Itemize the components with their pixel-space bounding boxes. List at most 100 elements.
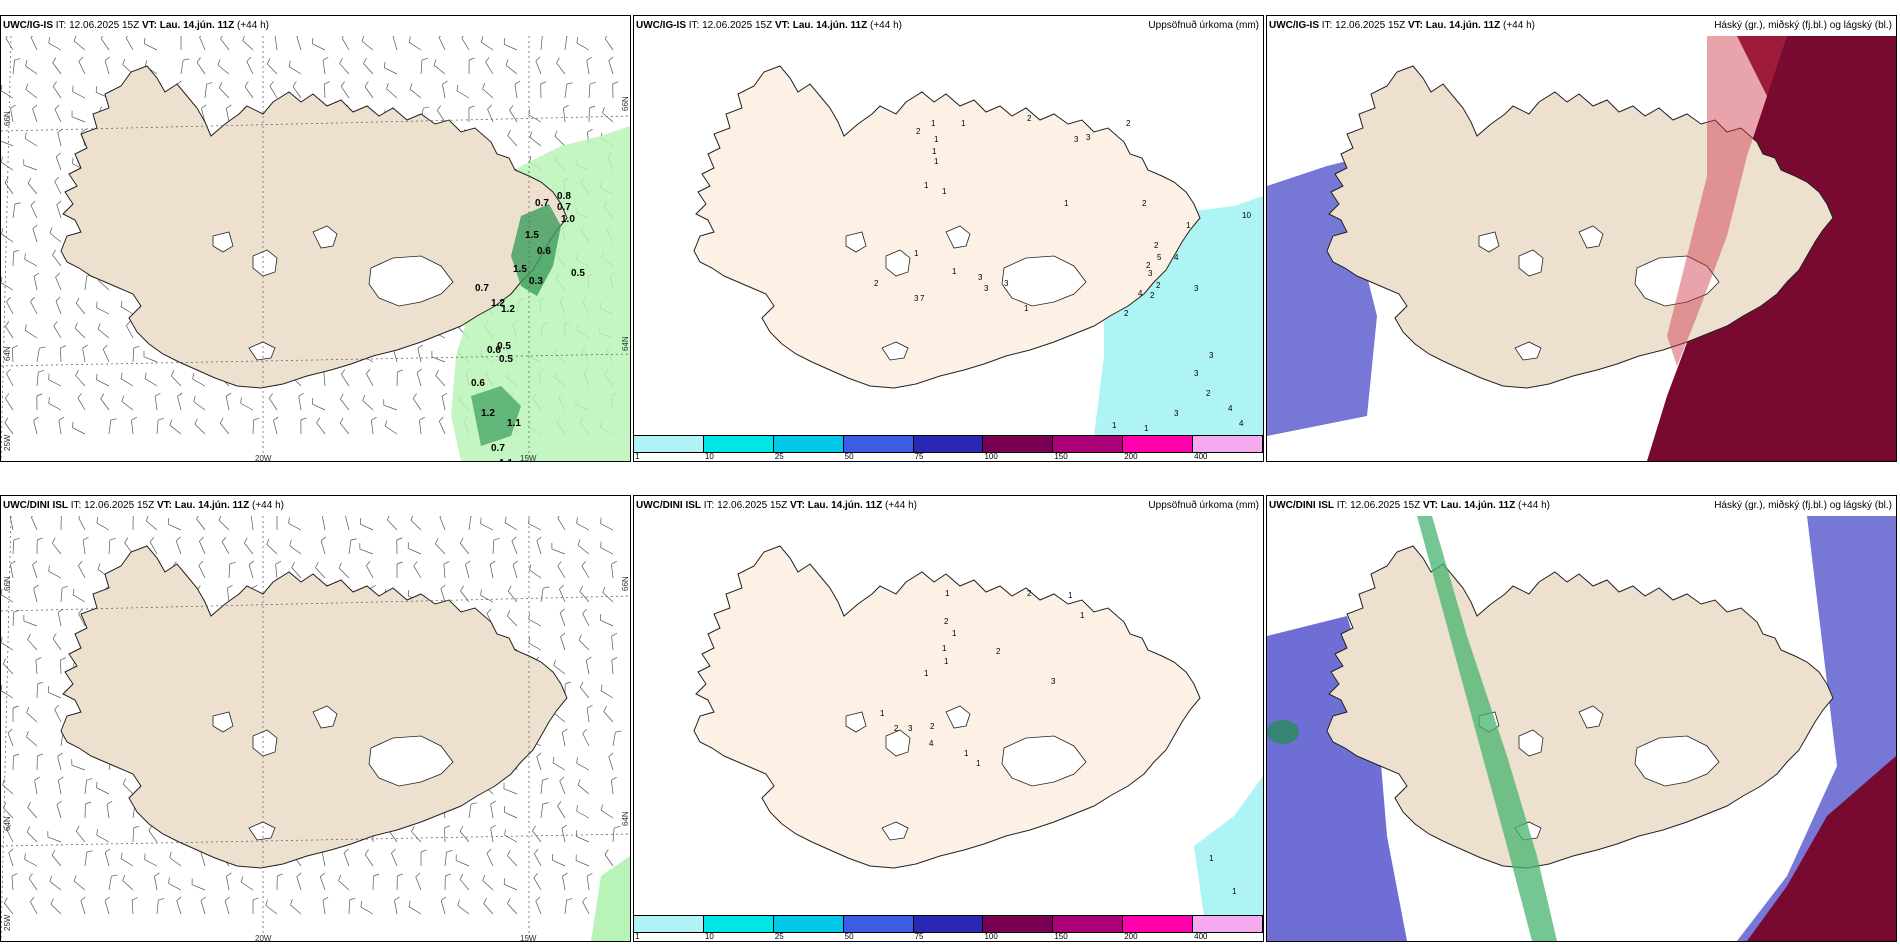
low-cloud-area	[1267, 616, 1407, 941]
colorbar-tick-label: 150	[1054, 932, 1068, 941]
it-label: IT:	[1336, 500, 1348, 511]
glacier	[1518, 729, 1544, 757]
precip-value-label: 2	[1124, 309, 1129, 318]
glacier	[1578, 705, 1604, 729]
colorbar-tick-label: 25	[774, 452, 784, 461]
precip-value-label: 3	[1051, 677, 1056, 686]
panel-header: UWC/DINI ISL IT: 12.06.2025 15Z VT: Lau.…	[1267, 496, 1896, 516]
glacier	[945, 705, 971, 729]
precip-value-label: 2	[1156, 281, 1161, 290]
precip-value-label: 1	[931, 119, 936, 128]
iceland-land	[1326, 545, 1834, 869]
precip-value-label-group: 0.70.80.71.01.50.61.50.30.50.71.21.20.60…	[471, 191, 585, 461]
precip-value-label: 0.7	[535, 198, 549, 209]
colorbar-swatch	[913, 916, 984, 932]
precip-value-label: 4	[929, 739, 934, 748]
precip-value-label: 1	[942, 644, 947, 653]
it-label: IT:	[703, 500, 715, 511]
cloud-map[interactable]	[1267, 516, 1896, 941]
precip-value-label: 1	[952, 629, 957, 638]
precip-value-label: 1	[1024, 304, 1029, 313]
wind-map[interactable]	[1, 516, 630, 941]
colorbar-tick-label: 100	[984, 452, 998, 461]
lon-label-20w: 20W	[255, 934, 272, 942]
vt-value: Lau. 14.jún. 11Z	[792, 20, 868, 31]
vt-label: VT:	[774, 20, 790, 31]
colorbar-swatch	[1193, 916, 1263, 932]
precip-value-label: 1	[945, 589, 950, 598]
precip-value-label: 0.5	[571, 268, 585, 279]
vt-label: VT:	[1422, 500, 1438, 511]
wind-map[interactable]: 0.7 0.8 0.7 1.0 1.5 0.6 1.5 0.3 0.5 0.7 1.2 1.2 0.6 0…	[1, 36, 630, 461]
mid-cloud-area	[1667, 36, 1787, 366]
colorbar-swatch	[634, 436, 704, 452]
heavy-precip-area	[511, 204, 561, 296]
precip-value-label: 0.5	[499, 354, 513, 365]
precip-value-label: 4	[1174, 253, 1179, 262]
precip-value-label: 2	[1150, 291, 1155, 300]
colorbar-swatch	[983, 916, 1054, 932]
lead-time: (+44 h)	[870, 20, 902, 31]
precip-value-label: 1	[880, 709, 885, 718]
precip-value-label: 2	[894, 724, 899, 733]
precip-value-label: 0.6	[471, 378, 485, 389]
colorbar-tick-label: 200	[1124, 452, 1138, 461]
precip-value-label: 1	[924, 181, 929, 190]
precip-value-label: 0.5	[497, 341, 511, 352]
it-value: 12.06.2025 15Z	[1350, 500, 1421, 511]
precip-value-label: 10	[1242, 211, 1251, 220]
graticule	[1, 516, 630, 941]
iceland-land	[693, 545, 1201, 869]
it-value: 12.06.2025 15Z	[702, 20, 773, 31]
precip-value-label: 0.6	[537, 246, 551, 257]
precip-value-label: 2	[944, 617, 949, 626]
cloud-spot	[1267, 720, 1299, 744]
precip-value-label: 2	[1206, 389, 1211, 398]
colorbar-tick-label: 400	[1194, 932, 1208, 941]
lead-time: (+44 h)	[252, 500, 284, 511]
precip-value-label: 2	[1027, 589, 1032, 598]
glacier	[368, 255, 454, 307]
precip-value-label: 3	[1174, 409, 1179, 418]
lat-label-66n-left: 66N	[3, 576, 12, 591]
precip-value-label: 4	[1228, 404, 1233, 413]
precip-value-label: 0.7	[491, 443, 505, 454]
precip-value-label: 2	[1126, 119, 1131, 128]
panel-title: Háský (gr.), miðský (fj.bl.) og lágský (…	[1714, 500, 1892, 511]
cloud-map[interactable]	[1267, 36, 1896, 461]
lon-label-25w: 25W	[3, 434, 12, 451]
precip-value-label: 2	[1027, 114, 1032, 123]
precip-value-label: 1	[1209, 854, 1214, 863]
low-cloud-area	[1737, 516, 1896, 941]
lead-time: (+44 h)	[237, 20, 269, 31]
model-name: UWC/DINI ISL	[636, 500, 701, 511]
precip-value-label: 1	[944, 657, 949, 666]
precip-value-label: 1.5	[513, 264, 527, 275]
precip-value-label: 1	[932, 147, 937, 156]
model-name: UWC/IG-IS	[1269, 20, 1319, 31]
precip-value-label: 1	[1080, 611, 1085, 620]
glacier	[368, 735, 454, 787]
lon-label-15w: 15W	[520, 934, 537, 942]
it-label: IT:	[1321, 20, 1333, 31]
lead-time: (+44 h)	[1518, 500, 1550, 511]
panel-header: UWC/DINI ISL IT: 12.06.2025 15Z VT: Lau.…	[1, 496, 630, 516]
colorbar-tick-label: 10	[704, 932, 714, 941]
precip-map[interactable]: 1 2 1 1 1 1 1 1 2 3 3 2 1 2 1 10 2 2 3 5 4 3 2 2 4 2 3 3 1 7 3 2 1 1 3 3 3 2 3…	[634, 36, 1263, 461]
precip-value-label: 1.0	[561, 214, 575, 225]
precip-value-label: 0.7	[475, 283, 489, 294]
colorbar-tick-label: 1	[635, 452, 640, 461]
colorbar-ticks: 1 10 25 50 75 100 150 200 400	[634, 452, 1263, 461]
colorbar-swatch	[1123, 916, 1194, 932]
glacier	[1578, 225, 1604, 249]
model-name: UWC/IG-IS	[636, 20, 686, 31]
lat-label-66n-right: 66N	[621, 576, 630, 591]
high-cloud-area	[1747, 756, 1896, 941]
precip-area	[591, 856, 630, 941]
precip-value-label: 0.6	[487, 345, 501, 356]
precip-value-label: 1.1	[507, 418, 521, 429]
model-name: UWC/DINI ISL	[1269, 500, 1334, 511]
panel-header: UWC/IG-IS IT: 12.06.2025 15Z VT: Lau. 14…	[1267, 16, 1896, 36]
glacier	[885, 249, 911, 277]
